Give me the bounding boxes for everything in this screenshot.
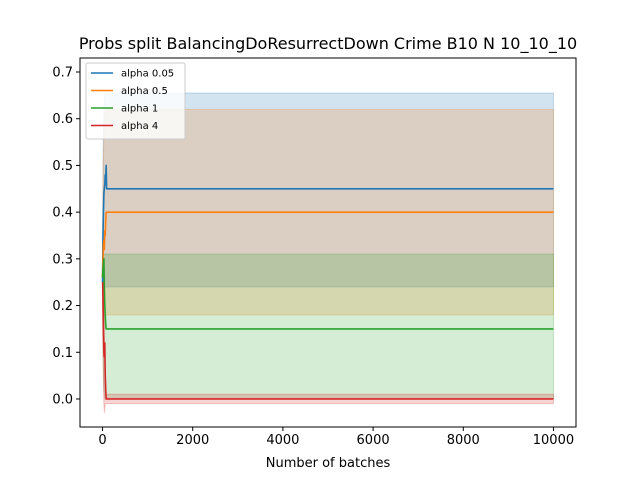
legend: alpha 0.05 alpha 0.5 alpha 1 alpha 4 — [85, 62, 186, 140]
y-tick-label: 0.1 — [52, 346, 73, 361]
x-axis-label: Number of batches — [266, 456, 391, 471]
series-lines — [101, 164, 554, 400]
y-tick-label: 0.5 — [52, 159, 73, 174]
legend-box — [85, 62, 186, 140]
legend-label-1: alpha 0.5 — [121, 86, 168, 97]
x-tick-label: 4000 — [266, 433, 299, 448]
y-tick-label: 0.7 — [52, 66, 73, 81]
y-axis-ticks: 0.0 0.1 0.2 0.3 0.4 0.5 0.6 0.7 — [52, 66, 80, 407]
y-tick-label: 0.2 — [52, 299, 73, 314]
band-2 — [102, 249, 554, 400]
legend-label-0: alpha 0.05 — [121, 69, 174, 80]
band-3 — [102, 258, 554, 414]
x-tick-label: 10000 — [533, 433, 574, 448]
chart-title: Probs split BalancingDoResurrectDown Cri… — [79, 34, 577, 54]
y-tick-label: 0.4 — [52, 206, 73, 221]
series-line-2 — [101, 258, 554, 330]
legend-label-3: alpha 4 — [121, 121, 158, 132]
plot-frame — [79, 57, 577, 428]
x-tick-label: 8000 — [447, 433, 480, 448]
legend-label-2: alpha 1 — [121, 104, 158, 115]
confidence-bands — [102, 92, 554, 414]
x-axis-ticks: 0 2000 4000 6000 8000 10000 — [98, 427, 574, 448]
y-tick-label: 0.0 — [52, 392, 73, 407]
series-line-3 — [101, 282, 554, 400]
x-tick-label: 2000 — [176, 433, 209, 448]
x-tick-label: 0 — [98, 433, 106, 448]
series-line-0 — [101, 164, 554, 283]
y-tick-label: 0.6 — [52, 112, 73, 127]
series-line-1 — [101, 211, 554, 278]
y-tick-label: 0.3 — [52, 252, 73, 267]
x-tick-label: 6000 — [357, 433, 390, 448]
